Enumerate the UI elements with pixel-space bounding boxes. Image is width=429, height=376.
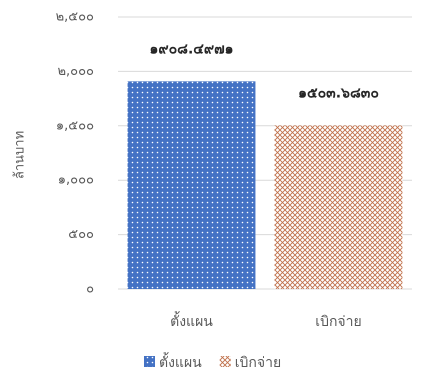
value-label: ๑๙๐๘.๔๙๗๑ xyxy=(149,41,233,57)
legend-label: ตั้งแผน xyxy=(159,352,202,371)
y-tick-label: ๒,๕๐๐ xyxy=(56,10,94,25)
y-tick-label: ๐ xyxy=(86,282,94,297)
y-tick-label: ๑,๕๐๐ xyxy=(56,118,94,133)
x-tick-label: เบิกจ่าย xyxy=(315,314,361,330)
y-tick-label: ๑,๐๐๐ xyxy=(58,173,94,188)
legend-swatch xyxy=(219,356,231,367)
legend-swatch xyxy=(144,356,155,367)
y-axis-label: ล้านบาท xyxy=(13,131,28,179)
legend-label: เบิกจ่าย xyxy=(235,355,281,371)
y-tick-label: ๕๐๐ xyxy=(68,227,94,242)
x-tick-label: ตั้งแผน xyxy=(170,311,213,330)
y-tick-label: ๒,๐๐๐ xyxy=(57,64,94,79)
bar xyxy=(274,125,403,289)
value-label: ๑๕๐๓.๖๘๓๐ xyxy=(298,85,379,101)
bar xyxy=(127,81,256,289)
